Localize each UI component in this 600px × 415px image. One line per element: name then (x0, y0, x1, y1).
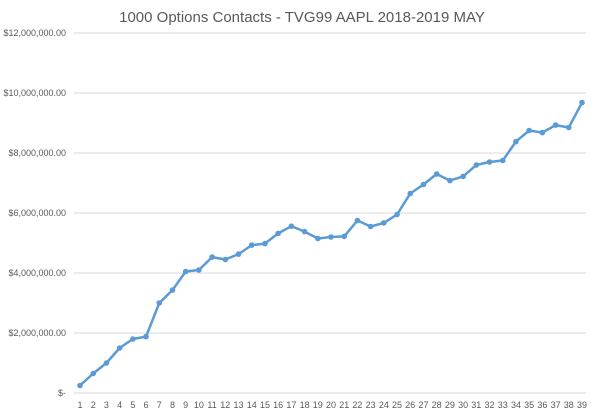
data-point (169, 287, 176, 293)
data-point (275, 230, 281, 237)
x-tick-label: 16 (273, 400, 283, 410)
data-point (473, 162, 480, 168)
x-tick-label: 18 (300, 400, 310, 410)
data-point (341, 233, 348, 240)
data-point (565, 124, 572, 131)
x-tick-label: 24 (379, 400, 389, 410)
data-point (103, 360, 110, 366)
x-tick-label: 1 (77, 400, 82, 410)
y-tick-label: $6,000,000.00 (8, 208, 66, 218)
gridlines (74, 32, 586, 394)
data-point (499, 157, 506, 164)
x-tick-label: 28 (432, 400, 442, 410)
x-tick-label: 10 (194, 400, 204, 410)
y-axis-tick-labels: $- $2,000,000.00 $4,000,000.00 $6,000,000.0… (3, 28, 66, 398)
data-point (513, 138, 519, 145)
x-tick-label: 23 (366, 400, 376, 410)
x-tick-label: 27 (418, 400, 428, 410)
x-tick-label: 22 (352, 400, 362, 410)
x-tick-label: 9 (183, 400, 188, 410)
data-point (222, 256, 229, 263)
data-point (90, 370, 97, 377)
data-point (314, 235, 321, 242)
y-tick-label: $8,000,000.00 (8, 148, 66, 158)
x-tick-label: 7 (157, 400, 162, 410)
x-tick-label: 2 (91, 400, 96, 410)
data-point (288, 223, 295, 229)
data-point (116, 345, 123, 351)
x-tick-label: 20 (326, 400, 336, 410)
y-tick-label: $2,000,000.00 (8, 328, 66, 338)
x-tick-label: 11 (207, 400, 216, 410)
x-tick-label: 15 (260, 400, 270, 410)
data-point (262, 240, 268, 247)
series-group (77, 99, 585, 389)
data-point (196, 267, 202, 273)
data-point (130, 336, 136, 342)
data-point (394, 211, 400, 218)
y-tick-label: $12,000,000.00 (3, 28, 66, 38)
x-tick-label: 29 (445, 400, 455, 410)
x-tick-label: 37 (551, 400, 561, 410)
x-tick-label: 19 (313, 400, 323, 410)
x-tick-label: 4 (117, 400, 122, 410)
x-tick-label: 3 (104, 400, 109, 410)
data-point (301, 228, 308, 235)
data-point (182, 268, 189, 275)
x-tick-label: 12 (220, 400, 230, 410)
data-point (407, 190, 414, 197)
data-point (381, 220, 387, 226)
chart-title: 1000 Options Contacts - TVG99 AAPL 2018-… (119, 9, 485, 26)
data-point (579, 99, 585, 106)
data-point (526, 127, 532, 134)
data-point (77, 382, 83, 389)
x-tick-label: 35 (524, 400, 534, 410)
data-point (433, 171, 440, 177)
data-point (328, 234, 334, 240)
x-tick-label: 14 (247, 400, 257, 410)
x-tick-label: 34 (511, 400, 521, 410)
x-tick-label: 21 (339, 400, 349, 410)
data-point (248, 242, 255, 248)
x-tick-label: 39 (577, 400, 587, 410)
x-tick-label: 32 (485, 400, 495, 410)
y-tick-label: $4,000,000.00 (8, 268, 66, 278)
x-tick-label: 25 (392, 400, 402, 410)
x-tick-label: 33 (498, 400, 508, 410)
data-point (460, 173, 466, 180)
y-tick-label: $10,000,000.00 (3, 88, 66, 98)
x-tick-label: 36 (537, 400, 547, 410)
x-tick-label: 38 (564, 400, 574, 410)
x-tick-label: 31 (471, 400, 481, 410)
data-point (209, 254, 215, 260)
data-point (156, 300, 163, 306)
x-tick-label: 6 (144, 400, 149, 410)
data-point (367, 223, 374, 230)
data-point (354, 217, 361, 224)
data-point (143, 333, 149, 340)
x-tick-label: 30 (458, 400, 468, 410)
data-point (447, 177, 453, 184)
series-line (78, 101, 584, 387)
data-point (420, 181, 427, 188)
x-tick-label: 17 (286, 400, 296, 410)
x-tick-label: 26 (405, 400, 415, 410)
data-point (486, 159, 493, 165)
y-tick-label: $- (58, 388, 66, 398)
data-point (235, 251, 242, 257)
x-tick-label: 5 (130, 400, 135, 410)
x-axis-tick-labels: 1 2 3 4 5 6 7 8 9 10 11 12 13 14 15 16 17 18 19 20 21 22 23 24 2… (77, 400, 587, 410)
data-point (552, 122, 559, 128)
x-tick-label: 13 (234, 400, 244, 410)
x-tick-label: 8 (170, 400, 175, 410)
data-point (539, 129, 546, 136)
